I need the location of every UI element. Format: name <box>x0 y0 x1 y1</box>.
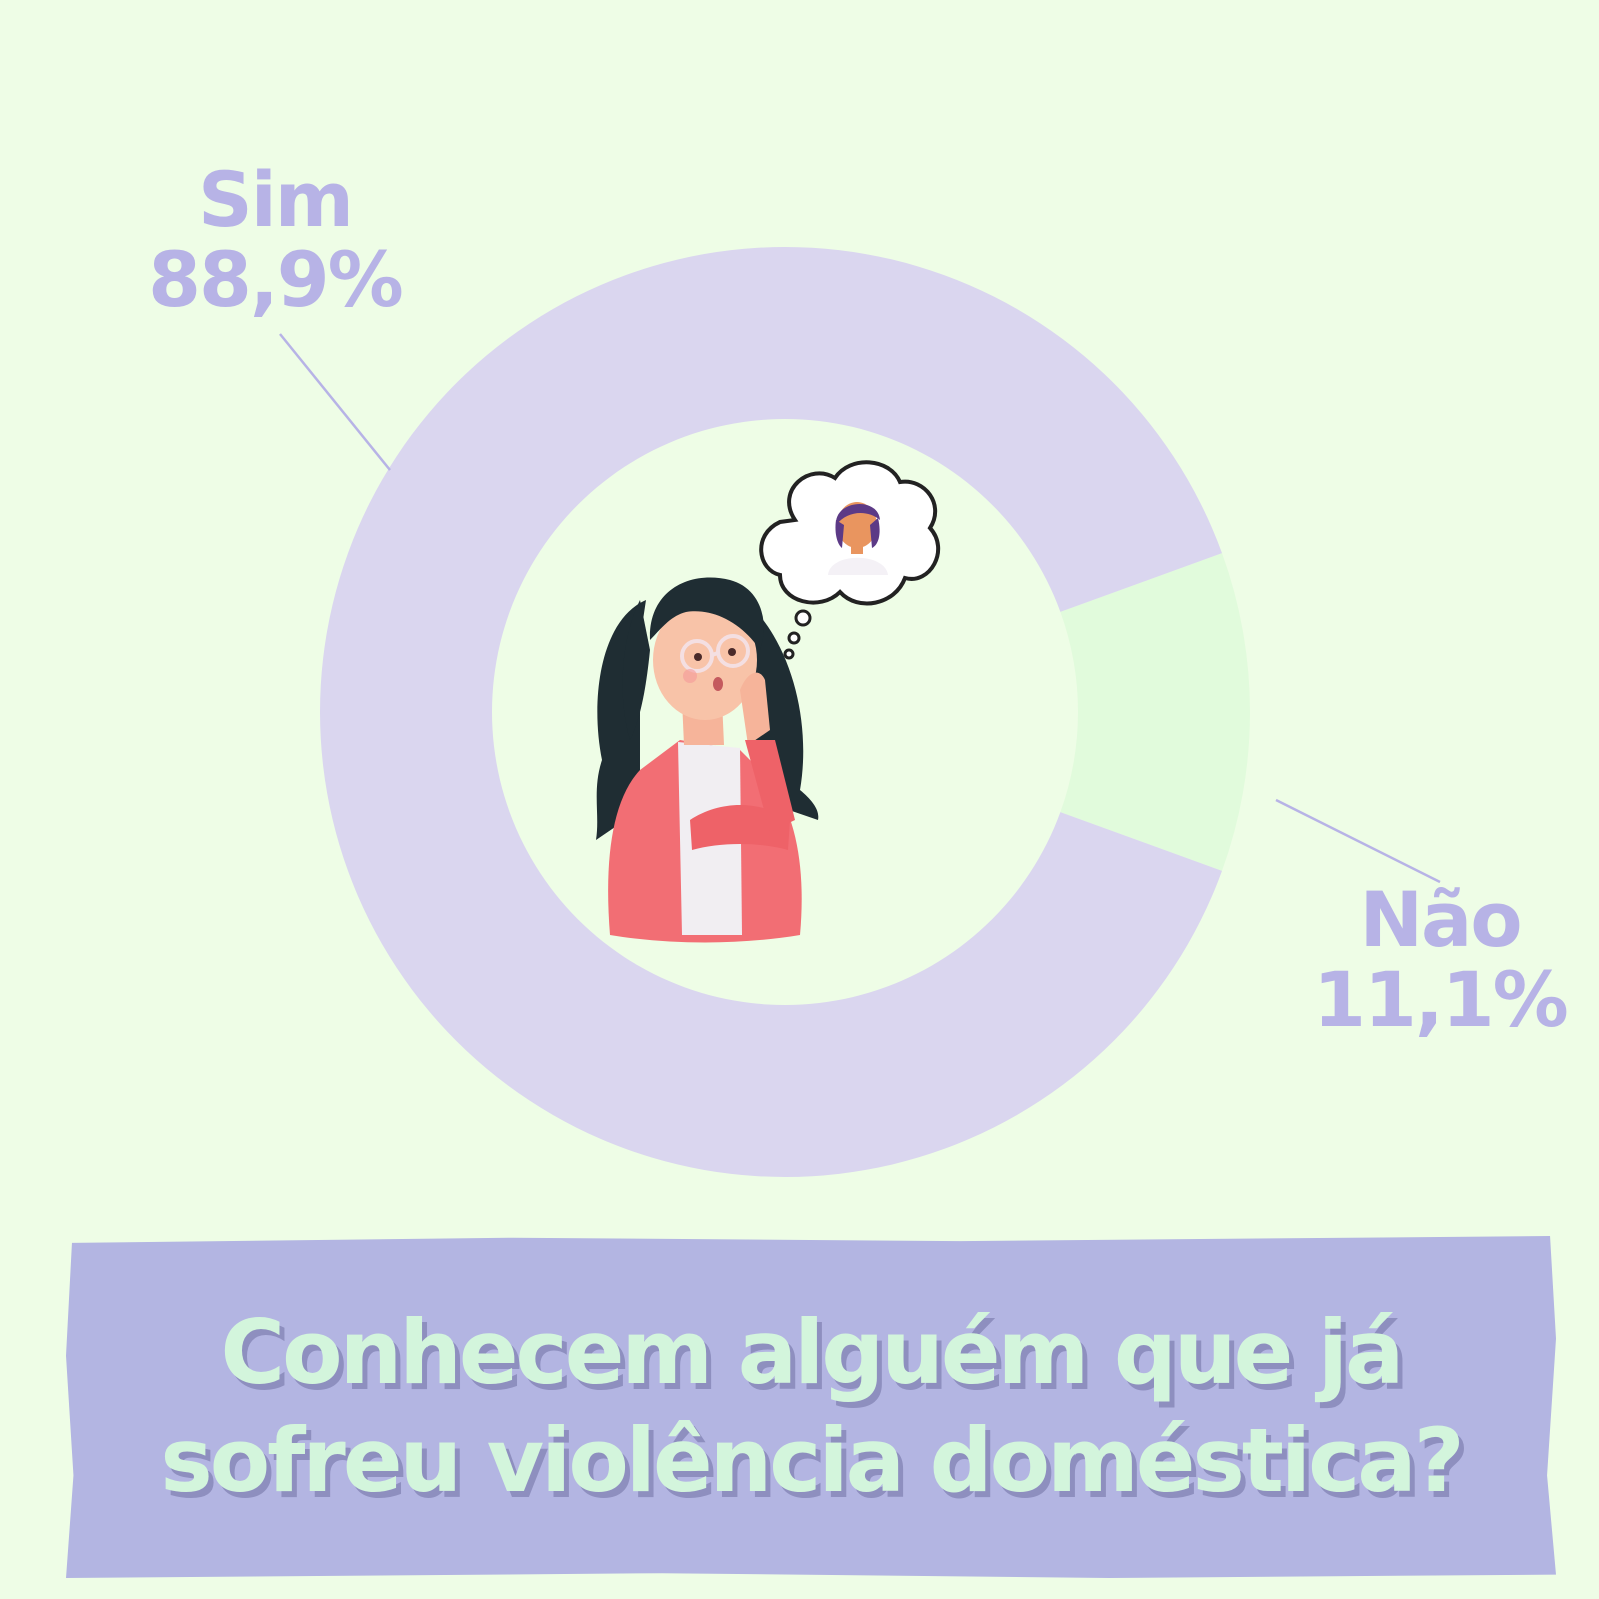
leader-lines <box>279 333 1441 884</box>
slice-label-sim: Sim 88,9% <box>120 160 430 320</box>
slice-value-sim: 88,9% <box>148 234 404 324</box>
donut-slice-sim <box>320 246 1223 1178</box>
donut-slice-nao <box>1060 553 1251 871</box>
chart-title: Conhecem alguém que já sofreu violência … <box>160 1301 1464 1512</box>
donut-slices <box>320 246 1251 1178</box>
slice-category-sim: Sim <box>198 155 354 244</box>
title-banner: Conhecem alguém que já sofreu violência … <box>66 1236 1556 1578</box>
slice-category-nao: Não <box>1359 875 1522 964</box>
slice-label-nao: Não 11,1% <box>1290 880 1590 1040</box>
slice-value-nao: 11,1% <box>1313 954 1569 1044</box>
leader-line-sim <box>279 333 391 471</box>
woman-thinking-icon <box>596 577 819 943</box>
thought-bubble-icon <box>759 460 941 660</box>
leader-line-nao <box>1275 798 1441 884</box>
